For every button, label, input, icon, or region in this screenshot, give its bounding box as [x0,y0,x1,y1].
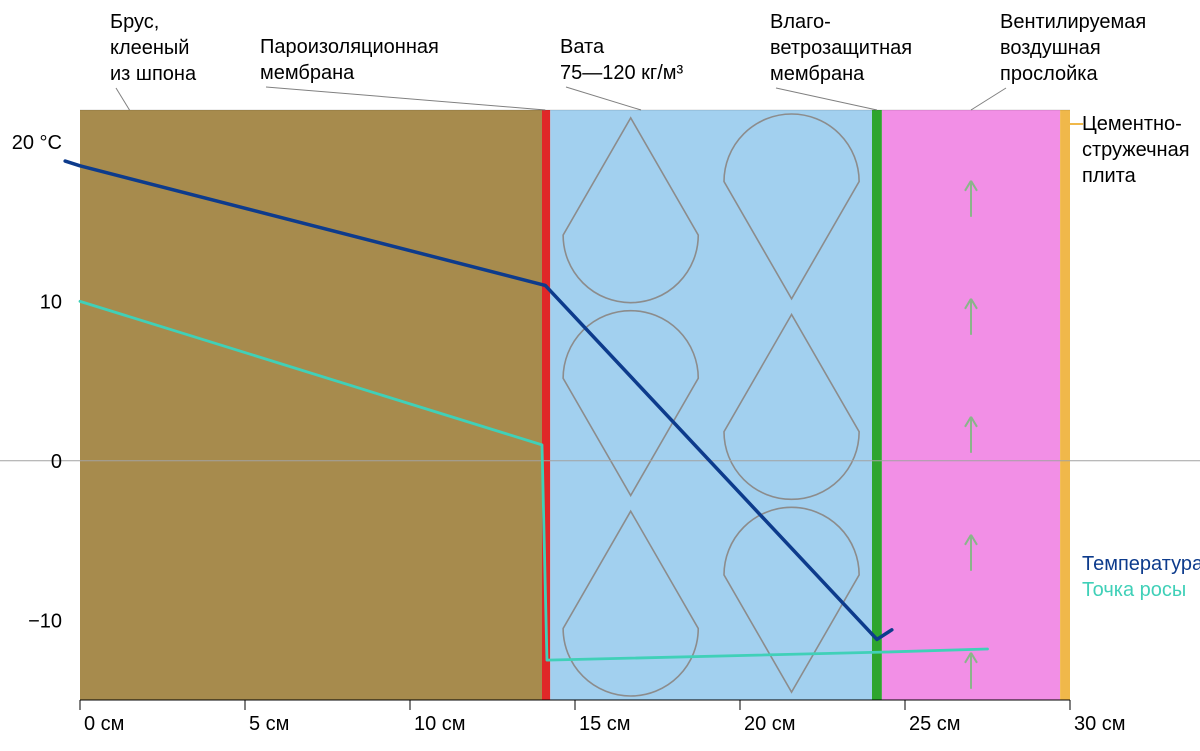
svg-text:Брус,: Брус, [110,11,159,33]
y-tick-label: 0 [51,451,62,473]
legend-temperature: Температура [1082,553,1200,575]
svg-text:Пароизоляционная: Пароизоляционная [260,36,439,58]
label-timber: Брус, клееный из шпона [110,11,197,110]
svg-text:мембрана: мембрана [770,63,865,85]
layer-board [1060,110,1070,700]
svg-text:плита: плита [1082,165,1137,187]
x-tick-label: 10 см [414,713,466,735]
y-tick-label: 10 [40,291,62,313]
legend-dewpoint: Точка росы [1082,579,1186,601]
x-tick-label: 20 см [744,713,796,735]
svg-text:клееный: клееный [110,37,189,59]
label-board: Цементно-стружечная плита [1065,113,1189,187]
y-tick-label: −10 [28,610,62,632]
x-tick-label: 25 см [909,713,961,735]
label-wool: Вата 75—120 кг/м³ [560,36,684,110]
label-vapor: Пароизоляционная мембрана [260,36,545,110]
svg-text:прослойка: прослойка [1000,63,1098,85]
svg-text:ветрозащитная: ветрозащитная [770,37,912,59]
svg-text:мембрана: мембрана [260,62,355,84]
x-tick-label: 5 см [249,713,289,735]
y-tick-label: 20 °C [12,132,62,154]
svg-text:75—120 кг/м³: 75—120 кг/м³ [560,62,684,84]
x-tick-label: 0 см [84,713,124,735]
label-wind: Влаго-ветрозащитная мембрана [770,11,912,110]
svg-text:стружечная: стружечная [1082,139,1190,161]
x-tick-label: 15 см [579,713,631,735]
svg-text:Вата: Вата [560,36,605,58]
label-air: Вентилируемая воздушная прослойка [971,11,1146,110]
svg-text:Цементно-: Цементно- [1082,113,1182,135]
svg-text:из шпона: из шпона [110,63,197,85]
layer-timber [80,110,542,700]
x-tick-label: 30 см [1074,713,1126,735]
svg-text:Вентилируемая: Вентилируемая [1000,11,1146,33]
svg-text:Влаго-: Влаго- [770,11,831,33]
layer-wind_membrane [872,110,882,700]
svg-text:воздушная: воздушная [1000,37,1101,59]
layer-wool [550,110,872,700]
